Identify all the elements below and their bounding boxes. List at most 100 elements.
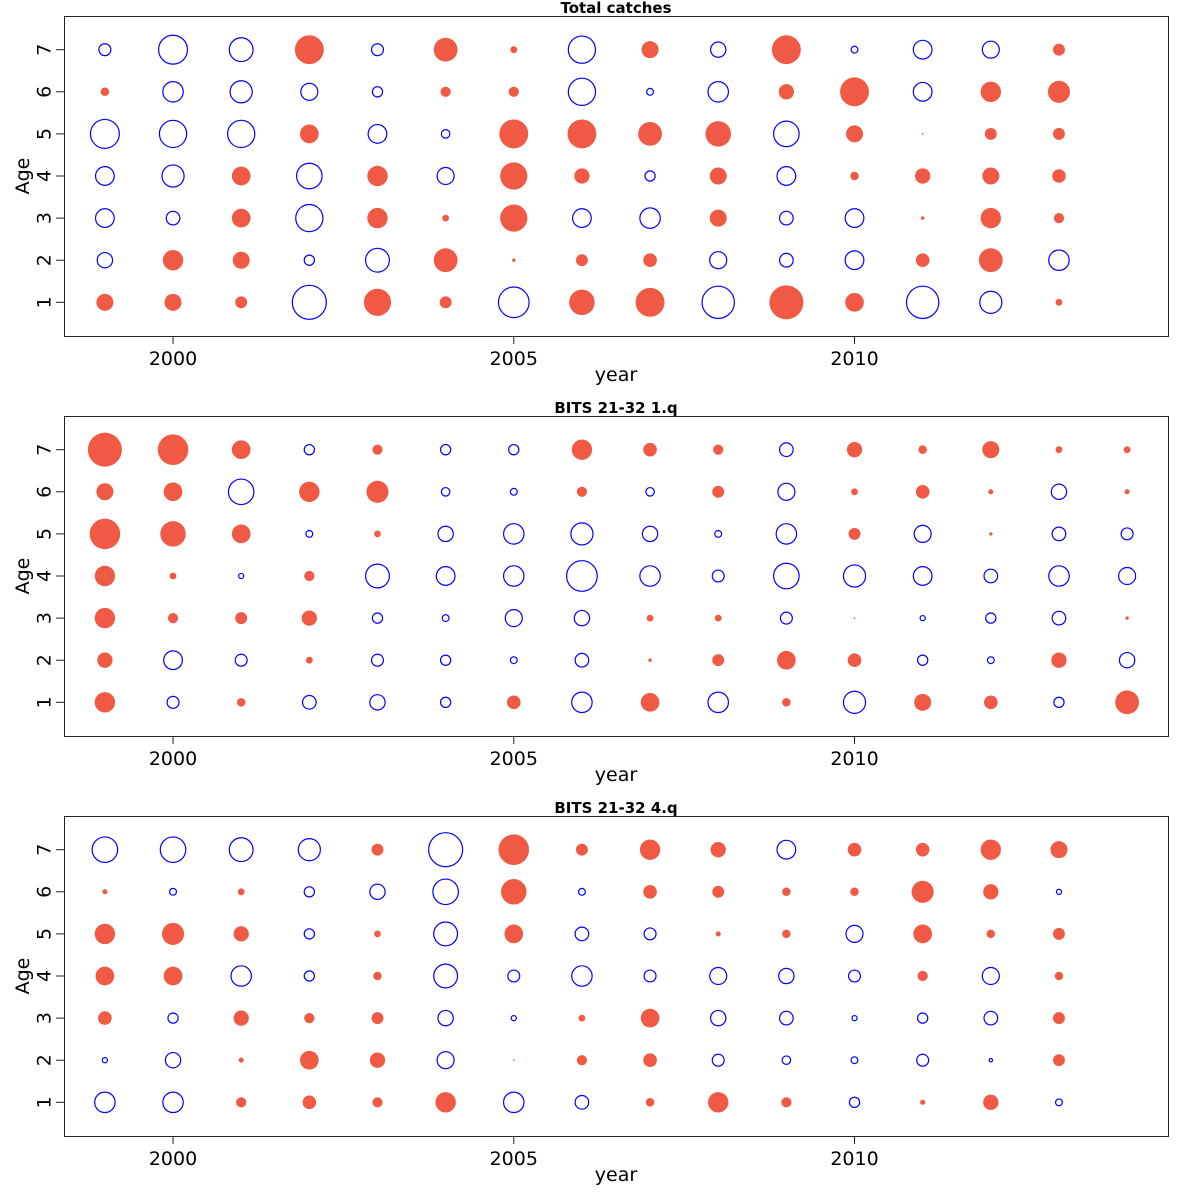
bubble-negative — [165, 210, 181, 226]
bubble-positive — [635, 287, 665, 317]
bubble-positive — [100, 87, 110, 97]
bubble-positive — [715, 931, 721, 937]
bubble-negative — [986, 656, 995, 665]
bubble-negative — [905, 285, 940, 320]
bubble-negative — [981, 966, 1000, 986]
bubble-negative — [711, 569, 725, 583]
bubble-positive — [369, 1052, 386, 1068]
bubble-positive — [1054, 971, 1064, 981]
y-tick-label: 7 — [34, 444, 56, 456]
bubble-positive — [781, 1097, 792, 1108]
bubble-negative — [94, 208, 115, 229]
bubble-positive — [304, 570, 315, 582]
bubble-positive — [984, 127, 997, 140]
bubble-positive — [500, 204, 528, 232]
bubble-negative — [159, 836, 187, 864]
bubble-negative — [916, 654, 929, 666]
x-axis-label: year — [595, 764, 638, 786]
bubble-positive — [576, 486, 588, 497]
bubble-negative — [158, 119, 188, 149]
bubble-positive — [576, 1055, 588, 1066]
bubble-negative — [230, 965, 252, 987]
x-tick-label: 2005 — [490, 348, 538, 370]
bubble-negative — [1048, 249, 1070, 272]
bubble-positive — [235, 612, 248, 625]
bubble-positive — [575, 254, 588, 267]
bubble-positive — [578, 1014, 586, 1022]
bubble-positive — [299, 124, 319, 144]
plot-frame — [64, 816, 1169, 1137]
bubble-negative — [1120, 527, 1134, 541]
bubble-negative — [364, 247, 390, 273]
bubble-positive — [983, 884, 999, 900]
bubble-positive — [512, 1059, 515, 1062]
bubble-negative — [912, 39, 933, 60]
bubble-positive — [232, 251, 250, 269]
bubble-positive — [439, 296, 452, 309]
bubble-negative — [570, 522, 594, 546]
bubble-negative — [779, 611, 793, 625]
bubble-negative — [440, 486, 451, 497]
bubble-positive — [499, 119, 529, 149]
bubble-positive — [840, 77, 869, 107]
bubble-positive — [980, 207, 1002, 229]
bubble-negative — [433, 963, 459, 989]
bubble-positive — [845, 292, 864, 312]
y-tick-label: 2 — [34, 1054, 56, 1066]
bubble-negative — [709, 1009, 727, 1027]
y-tick-label: 5 — [34, 128, 56, 140]
bubble-positive — [638, 121, 662, 146]
bubble-positive — [371, 843, 384, 856]
bubble-positive — [641, 41, 659, 59]
bubble-negative — [507, 969, 521, 983]
bubble-positive — [640, 1008, 660, 1028]
bubble-positive — [363, 288, 392, 316]
bubble-negative — [441, 614, 450, 623]
bubble-positive — [988, 489, 994, 495]
bubble-negative — [571, 965, 593, 987]
bubble-negative — [157, 34, 189, 65]
bubble-negative — [646, 87, 655, 96]
bubble-negative — [844, 250, 865, 271]
bubble-positive — [1123, 446, 1131, 454]
bubble-positive — [567, 119, 597, 149]
bubble-positive — [1053, 213, 1065, 224]
bubble-positive — [231, 208, 251, 228]
y-tick-label: 1 — [34, 1096, 56, 1108]
bubble-negative — [1050, 483, 1068, 501]
bubble-positive — [231, 524, 251, 544]
bubble-positive — [574, 168, 590, 184]
bubble-negative — [96, 251, 114, 269]
bubble-negative — [497, 286, 530, 319]
bubble-negative — [574, 1094, 590, 1110]
bubble-positive — [163, 966, 183, 986]
bubble-positive — [1051, 652, 1067, 668]
y-tick-label: 4 — [34, 570, 56, 582]
x-tick-label: 2000 — [149, 348, 197, 370]
bubble-positive — [915, 842, 930, 857]
bubble-positive — [440, 86, 451, 97]
bubble-positive — [1053, 927, 1065, 940]
bubble-positive — [989, 532, 993, 536]
bubble-positive — [978, 248, 1003, 273]
bubble-negative — [89, 118, 120, 149]
bubble-negative — [842, 564, 867, 588]
bubble-positive — [640, 692, 660, 712]
chart-svg: BITS 21-32 1.q 2000 2005 2010 1 2 3 4 5 6 7 year Age — [12, 400, 1169, 786]
bubble-positive — [94, 692, 116, 713]
bubble-negative — [98, 43, 112, 57]
bubble-negative — [167, 1012, 179, 1024]
bubble-negative — [844, 208, 865, 229]
bubble-positive — [301, 610, 317, 626]
bubble-positive — [236, 698, 246, 707]
bubble-positive — [164, 293, 182, 311]
bubble-negative — [433, 921, 459, 947]
y-tick-label: 5 — [34, 928, 56, 940]
bubble-positive — [374, 530, 381, 538]
bubble-positive — [571, 439, 593, 460]
y-tick-label: 5 — [34, 528, 56, 540]
bubble-negative — [295, 203, 324, 233]
bubble-negative — [303, 443, 316, 456]
bubble-positive — [97, 652, 113, 668]
bubble-positive — [304, 1013, 315, 1024]
